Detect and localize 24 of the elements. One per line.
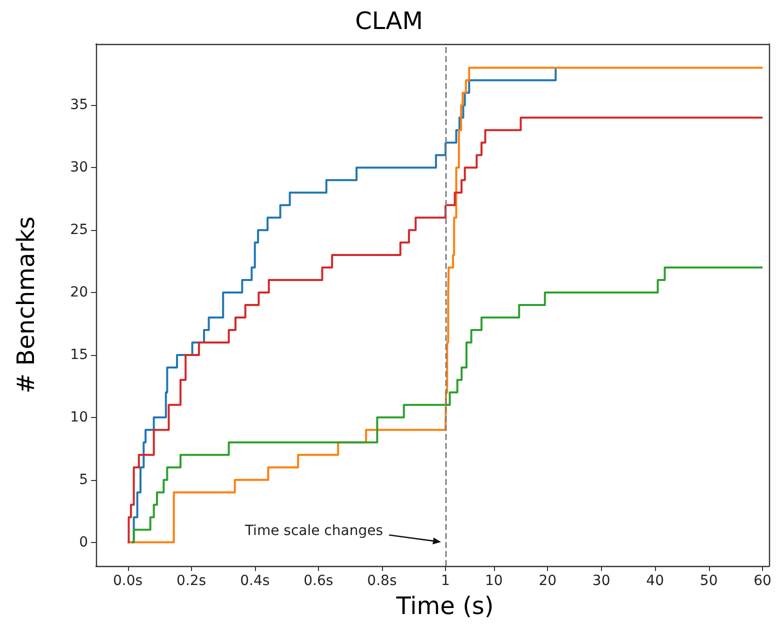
y-tick-label: 20 (70, 284, 88, 301)
y-tick-label: 35 (70, 97, 88, 114)
x-tick-label: 0.8s (367, 573, 397, 589)
y-tick-label: 5 (79, 472, 88, 488)
x-tick-label: 0.0s (112, 573, 143, 589)
y-tick-label: 15 (70, 346, 88, 363)
y-tick-label: 30 (70, 160, 88, 176)
x-tick-label: 50 (700, 573, 718, 589)
x-tick-label: 0.2s (176, 573, 206, 589)
x-tick-label: 20 (538, 573, 557, 589)
x-axis-title: Time (s) (395, 592, 494, 620)
y-tick-label: 10 (70, 409, 88, 426)
x-tick-label: 1 (441, 573, 450, 589)
x-tick-label: 40 (646, 573, 664, 589)
x-tick-label: 60 (754, 573, 772, 589)
annotation: Time scale changes (244, 523, 383, 539)
chart-title: CLAM (355, 7, 423, 35)
x-tick-label: 0.4s (240, 573, 270, 589)
y-axis-title: # Benchmarks (12, 216, 40, 394)
x-tick-label: 30 (592, 573, 610, 589)
x-tick-label: 0.6s (304, 573, 334, 589)
x-tick-label: 10 (484, 573, 503, 589)
y-tick-label: 25 (70, 222, 88, 238)
y-tick-label: 0 (79, 534, 88, 550)
